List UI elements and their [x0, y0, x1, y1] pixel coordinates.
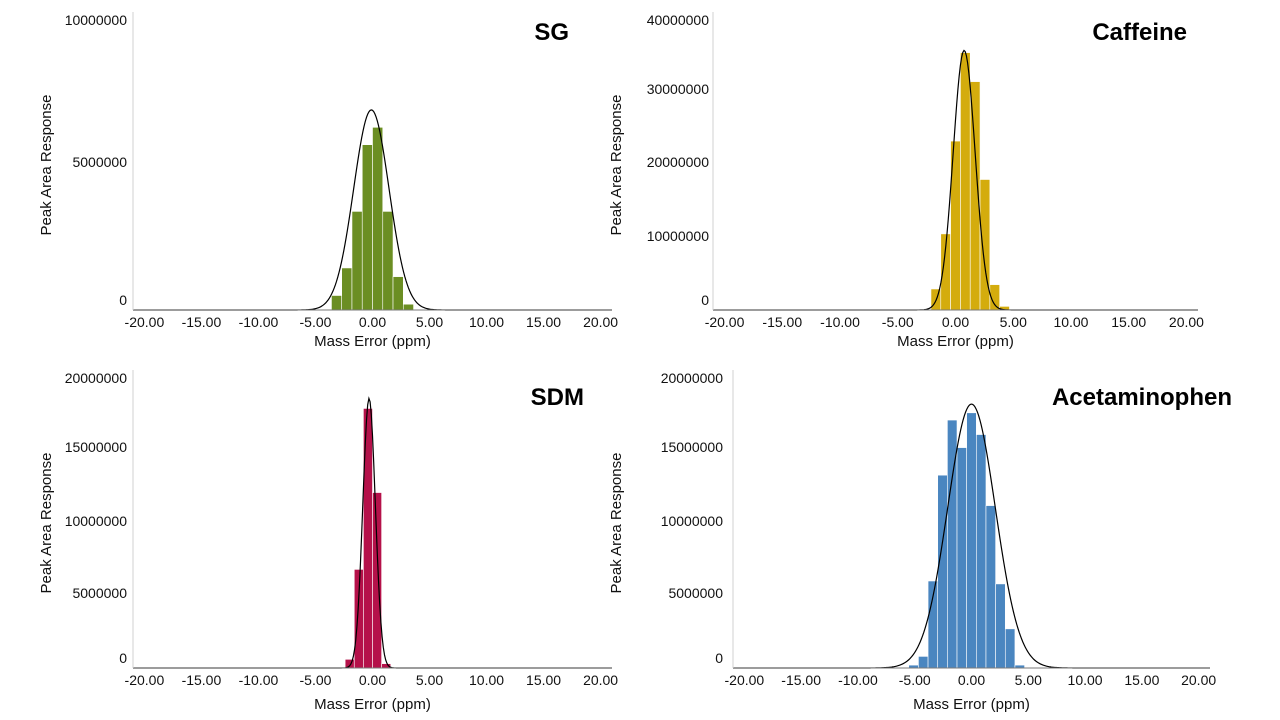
x-tick-label: -5.00 [300, 672, 332, 688]
chart-panel-acetaminophen: -20.00 -15.00 -10.00 -5.00 0.00 5.00 10.00 15.0… [608, 370, 1232, 713]
x-tick-label: 20.00 [583, 314, 618, 330]
chart-title: SG [534, 19, 569, 46]
x-tick-label: 15.00 [526, 314, 561, 330]
x-tick-label: -10.00 [820, 314, 860, 330]
y-tick-label: 30000000 [647, 81, 710, 97]
x-tick-label: -20.00 [725, 672, 765, 688]
x-axis-label: Mass Error (ppm) [913, 696, 1030, 713]
histogram-bar [361, 144, 373, 311]
histogram-bar [382, 211, 394, 311]
x-tick-label: 5.00 [416, 314, 443, 330]
x-tick-label: 0.00 [942, 314, 969, 330]
x-tick-label: 0.00 [958, 672, 985, 688]
histogram-bar [341, 267, 353, 311]
chart-panel-sg: -20.00 -15.00 -10.00 -5.00 0.00 5.00 10.00 15.0… [38, 12, 618, 350]
histogram-bar [985, 505, 996, 669]
y-tick-label: 20000000 [65, 370, 128, 386]
histogram-bar [979, 179, 991, 311]
y-axis-label: Peak Area Response [608, 95, 625, 236]
chart-panel-caffeine: -20.00 -15.00 -10.00 -5.00 0.00 5.00 10.00 15.0… [608, 12, 1204, 350]
x-tick-label: 10.00 [1068, 672, 1103, 688]
x-tick-label: -15.00 [762, 314, 802, 330]
y-tick-label: 10000000 [65, 12, 128, 28]
y-tick-label: 5000000 [72, 154, 127, 170]
x-tick-label: 15.00 [1124, 672, 1159, 688]
y-tick-label: 15000000 [65, 439, 128, 455]
histogram-bar [331, 295, 343, 311]
y-tick-label: 40000000 [647, 12, 710, 28]
y-axis-label: Peak Area Response [38, 95, 55, 236]
histogram-bar [966, 412, 977, 669]
x-tick-label: -15.00 [182, 314, 222, 330]
histogram-bar [402, 303, 414, 311]
histogram-bar [1004, 628, 1016, 669]
histogram-bar [960, 52, 971, 311]
x-tick-label: -5.00 [882, 314, 914, 330]
y-tick-label: 0 [119, 650, 127, 666]
histogram-bar [937, 474, 948, 669]
chart-title: Acetaminophen [1052, 384, 1232, 411]
x-tick-label: 0.00 [359, 672, 386, 688]
histogram-bar [372, 127, 384, 311]
y-tick-label: 10000000 [647, 228, 710, 244]
histogram-bar [956, 447, 967, 669]
histogram-bar [372, 492, 382, 669]
chart-panel-sdm: -20.00 -15.00 -10.00 -5.00 0.00 5.00 10.00 15.0… [38, 370, 618, 713]
x-tick-label: 0.00 [359, 314, 386, 330]
x-tick-label: -5.00 [899, 672, 931, 688]
histogram-bar [351, 211, 363, 311]
y-tick-label: 15000000 [661, 439, 724, 455]
x-tick-label: 15.00 [1111, 314, 1146, 330]
x-tick-label: 10.00 [469, 314, 504, 330]
histogram-bar [344, 658, 355, 669]
x-tick-label: 10.00 [469, 672, 504, 688]
x-tick-label: -10.00 [239, 672, 279, 688]
y-axis-label: Peak Area Response [608, 453, 625, 594]
y-tick-label: 0 [715, 650, 723, 666]
x-tick-label: 5.00 [1015, 672, 1042, 688]
x-tick-label: 20.00 [1181, 672, 1216, 688]
x-tick-label: 5.00 [416, 672, 443, 688]
x-tick-label: -10.00 [239, 314, 279, 330]
y-tick-label: 5000000 [668, 585, 723, 601]
x-axis-label: Mass Error (ppm) [314, 333, 431, 350]
y-axis-label: Peak Area Response [38, 453, 55, 594]
y-tick-label: 20000000 [647, 154, 710, 170]
x-tick-label: 5.00 [1000, 314, 1027, 330]
x-tick-label: 10.00 [1053, 314, 1088, 330]
x-tick-label: -20.00 [125, 314, 165, 330]
chart-title: SDM [531, 384, 584, 411]
x-tick-label: -20.00 [705, 314, 745, 330]
x-tick-label: 20.00 [1169, 314, 1204, 330]
x-tick-label: -10.00 [838, 672, 878, 688]
x-tick-label: -15.00 [781, 672, 821, 688]
x-tick-label: 20.00 [583, 672, 618, 688]
x-tick-label: -20.00 [125, 672, 165, 688]
x-axis-label: Mass Error (ppm) [897, 333, 1014, 350]
x-tick-label: 15.00 [526, 672, 561, 688]
x-tick-label: -5.00 [300, 314, 332, 330]
x-axis-label: Mass Error (ppm) [314, 696, 431, 713]
histogram-bar [995, 583, 1006, 669]
histogram-bar [918, 656, 929, 669]
x-tick-label: -15.00 [182, 672, 222, 688]
y-tick-label: 20000000 [661, 370, 724, 386]
histogram-bar [392, 276, 404, 311]
y-tick-label: 10000000 [65, 513, 128, 529]
y-tick-label: 10000000 [661, 513, 724, 529]
y-tick-label: 0 [119, 292, 127, 308]
y-tick-label: 0 [701, 292, 709, 308]
y-tick-label: 5000000 [72, 585, 127, 601]
chart-title: Caffeine [1092, 19, 1187, 46]
histogram-bar [976, 434, 987, 669]
histogram-bar [353, 569, 364, 669]
